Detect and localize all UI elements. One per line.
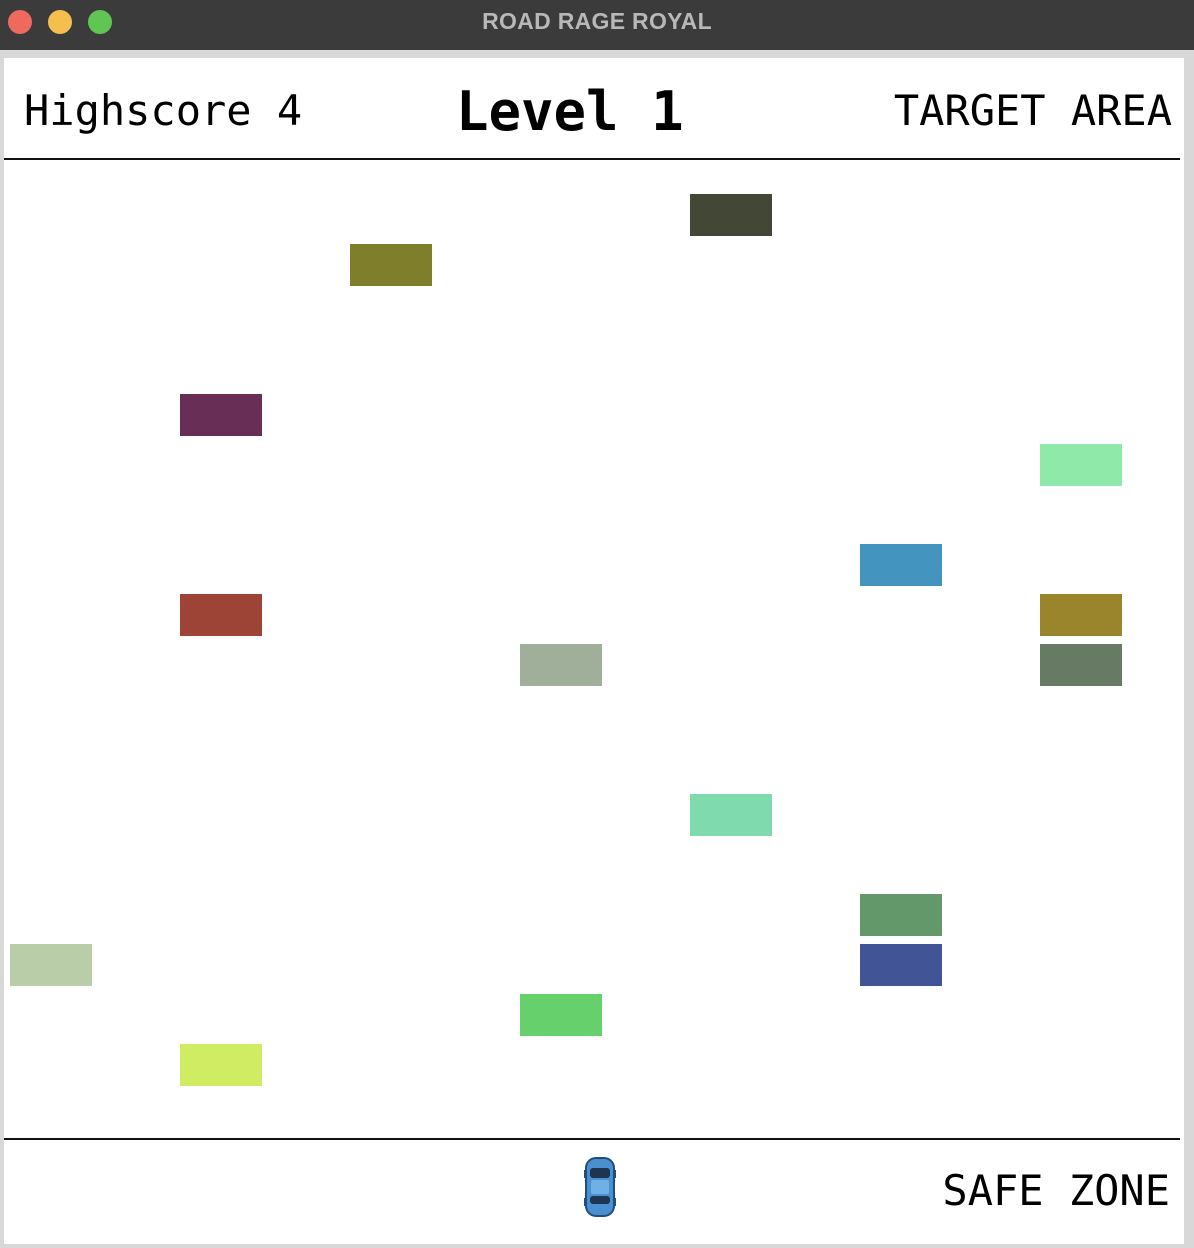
traffic-car — [860, 894, 942, 936]
highscore-label: Highscore 4 — [24, 86, 303, 135]
traffic-car — [860, 544, 942, 586]
target-area-label: TARGET AREA — [893, 86, 1172, 135]
traffic-car — [180, 394, 262, 436]
minimize-window-button[interactable] — [48, 10, 72, 34]
traffic-car — [350, 244, 432, 286]
traffic-car — [690, 794, 772, 836]
title-bar: ROAD RAGE ROYAL — [0, 0, 1194, 50]
traffic-car — [1040, 594, 1122, 636]
close-window-button[interactable] — [8, 10, 32, 34]
target-area-boundary — [4, 158, 1180, 160]
safe-zone-boundary — [4, 1138, 1180, 1140]
maximize-window-button[interactable] — [88, 10, 112, 34]
window-title: ROAD RAGE ROYAL — [482, 8, 712, 34]
player-car[interactable] — [584, 1156, 616, 1218]
level-label: Level 1 — [456, 80, 684, 143]
traffic-car — [1040, 644, 1122, 686]
traffic-car — [860, 944, 942, 986]
game-canvas[interactable]: Highscore 4 Level 1 TARGET AREA — [4, 58, 1184, 1244]
traffic-car — [1040, 444, 1122, 486]
car-icon — [584, 1157, 616, 1217]
traffic-car — [520, 644, 602, 686]
safe-zone-label: SAFE ZONE — [942, 1166, 1170, 1215]
traffic-car — [10, 944, 92, 986]
traffic-car — [180, 594, 262, 636]
traffic-car — [180, 1044, 262, 1086]
traffic-car — [690, 194, 772, 236]
traffic-car — [520, 994, 602, 1036]
